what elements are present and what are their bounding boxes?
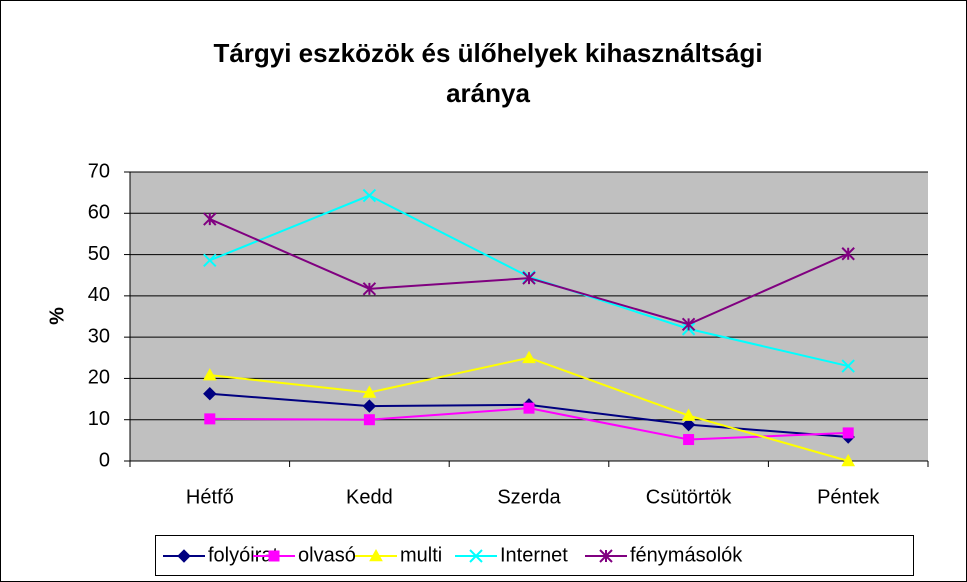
marker xyxy=(202,368,217,381)
y-tick-label: 70 xyxy=(88,160,110,182)
plot-area xyxy=(130,172,928,461)
y-tick-label: 10 xyxy=(88,408,110,430)
x-tick-label: Hétfő xyxy=(186,486,234,508)
marker xyxy=(681,417,696,432)
y-tick-label: 0 xyxy=(99,449,110,471)
legend-label: olvasó xyxy=(298,544,356,566)
marker xyxy=(469,549,483,563)
marker xyxy=(522,350,536,364)
marker xyxy=(203,212,217,226)
marker xyxy=(523,402,535,414)
chart-title: aránya xyxy=(446,78,530,108)
marker xyxy=(268,550,280,562)
marker xyxy=(599,549,613,563)
legend-label: multi xyxy=(400,544,442,566)
y-tick-label: 30 xyxy=(88,325,110,347)
marker xyxy=(683,434,695,446)
chart-title: Tárgyi eszközök és ülőhelyek kihasználts… xyxy=(213,38,762,68)
marker xyxy=(681,408,696,421)
y-tick-label: 40 xyxy=(88,284,110,306)
x-tick-label: Szerda xyxy=(497,486,561,508)
marker xyxy=(841,247,855,261)
x-tick-label: Csütörtök xyxy=(646,486,733,508)
y-tick-label: 20 xyxy=(88,367,110,389)
legend-label: fénymásolók xyxy=(630,544,743,566)
marker xyxy=(681,317,696,332)
marker xyxy=(522,271,536,285)
marker xyxy=(841,453,856,467)
x-tick-label: Kedd xyxy=(346,486,393,508)
legend-label: folyóirat xyxy=(208,544,278,566)
marker xyxy=(204,413,216,425)
marker xyxy=(177,549,191,563)
marker xyxy=(841,359,855,373)
marker xyxy=(362,188,377,203)
marker xyxy=(362,282,377,296)
y-tick-label: 60 xyxy=(88,202,110,224)
y-axis-label: % xyxy=(46,307,68,325)
marker xyxy=(842,427,854,439)
y-tick-label: 50 xyxy=(88,243,110,265)
marker xyxy=(362,385,377,398)
legend-label: Internet xyxy=(500,544,568,566)
marker xyxy=(362,399,377,413)
marker xyxy=(203,253,217,268)
marker xyxy=(203,386,217,401)
marker xyxy=(369,548,383,562)
x-tick-label: Péntek xyxy=(817,486,880,508)
marker xyxy=(363,414,375,426)
